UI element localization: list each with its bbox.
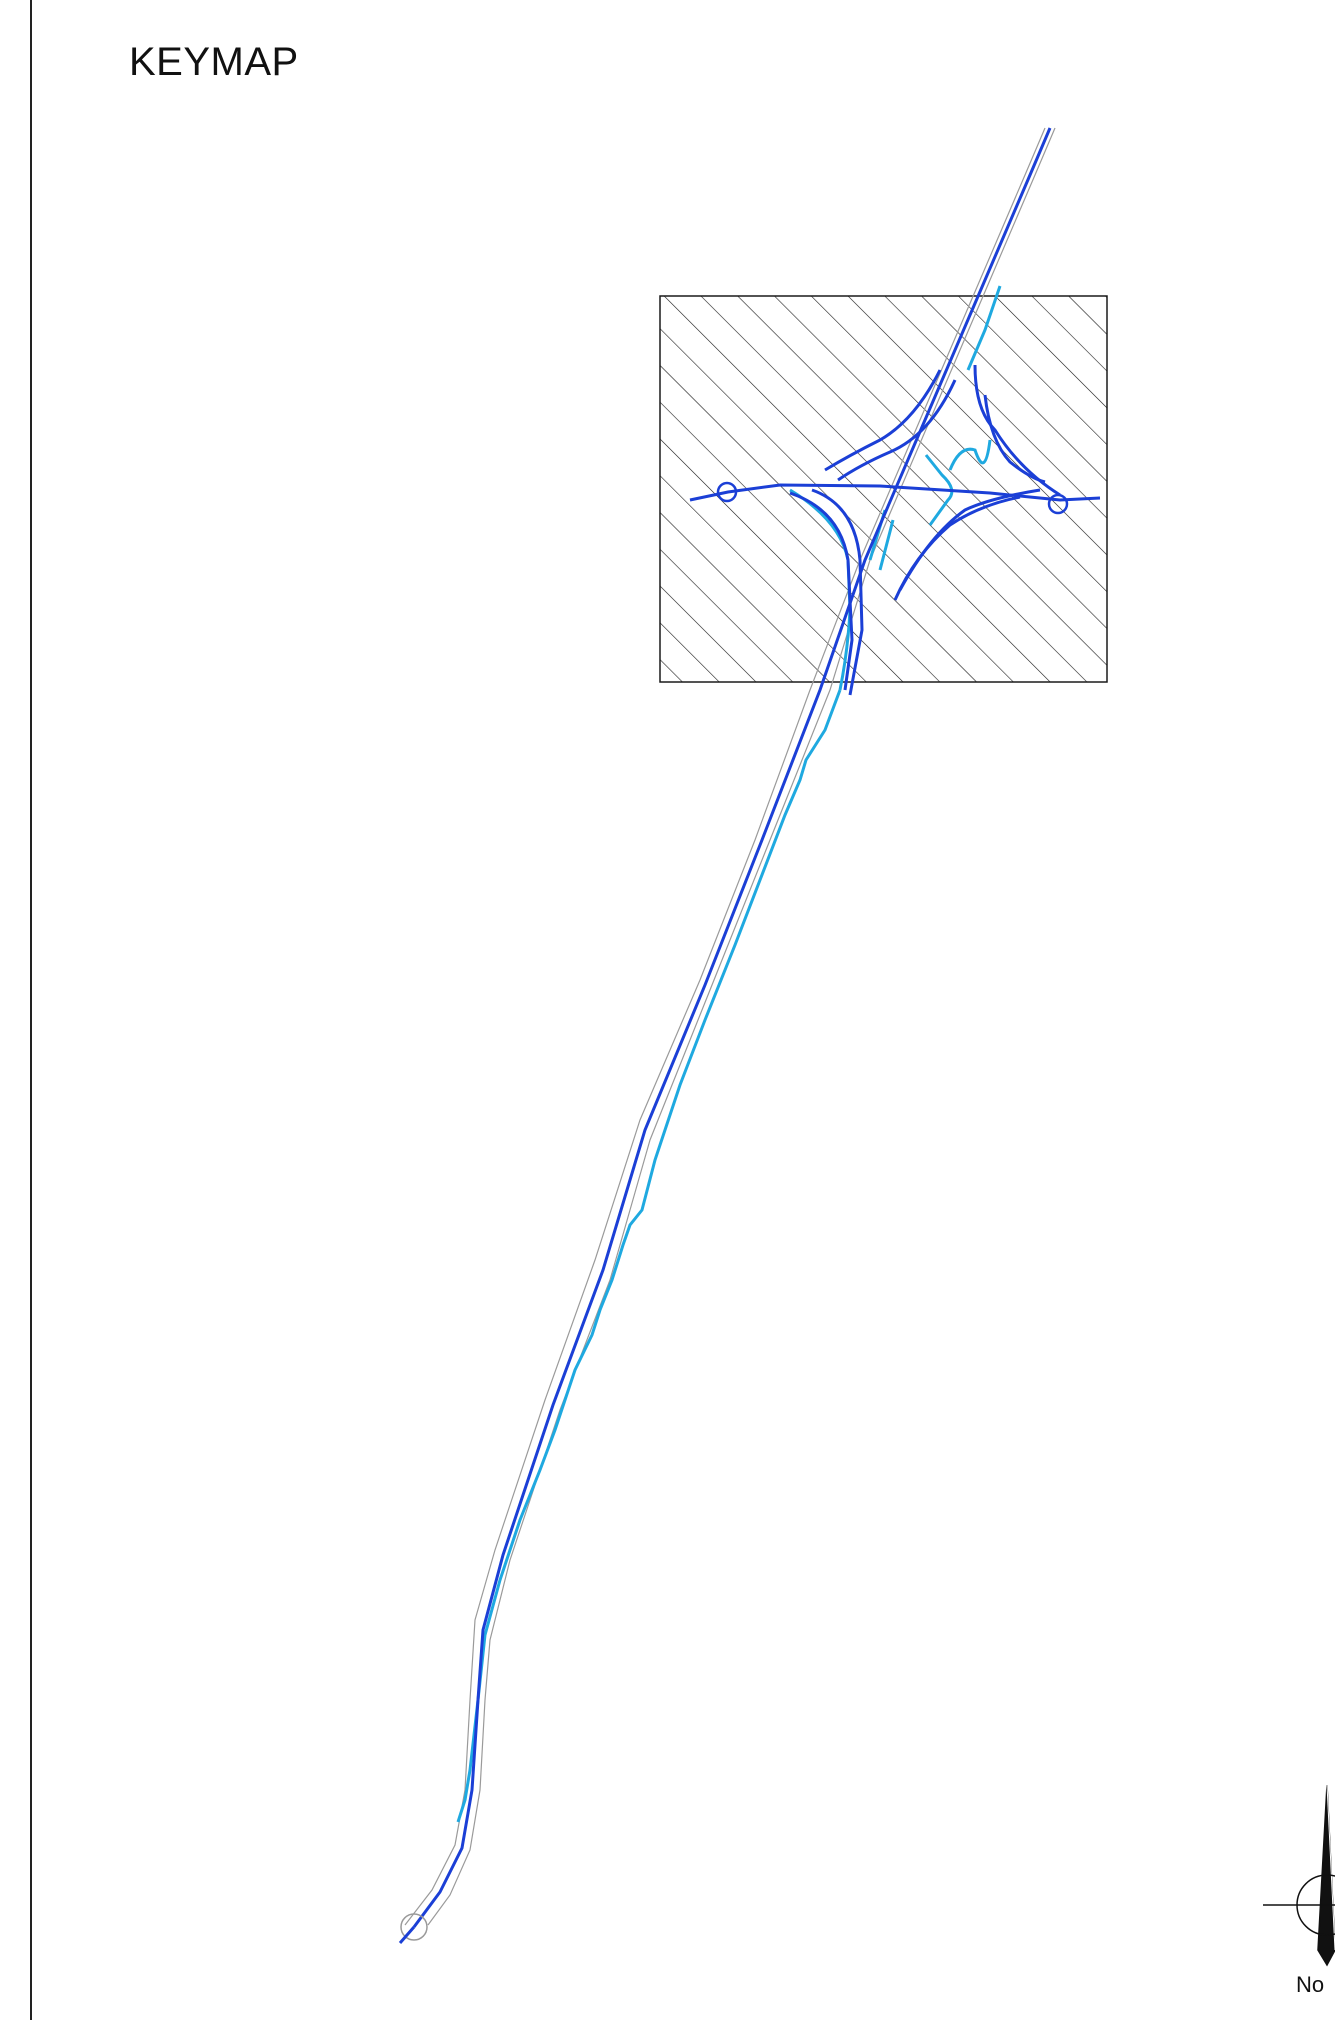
cross-road-east-terminus	[1047, 493, 1069, 515]
sheet-border	[30, 0, 32, 2020]
north-arrow-label: No	[1296, 1972, 1325, 1997]
mainline-alignment	[412, 127, 1101, 1928]
project-area-hatch	[659, 295, 1108, 683]
south-terminus	[400, 1913, 428, 1941]
keymap-title: KEYMAP	[129, 40, 299, 84]
north-arrow-icon	[1263, 1784, 1335, 1967]
mainline-edge-lines	[404, 127, 1056, 1926]
cross-road-west-terminus	[716, 481, 738, 503]
